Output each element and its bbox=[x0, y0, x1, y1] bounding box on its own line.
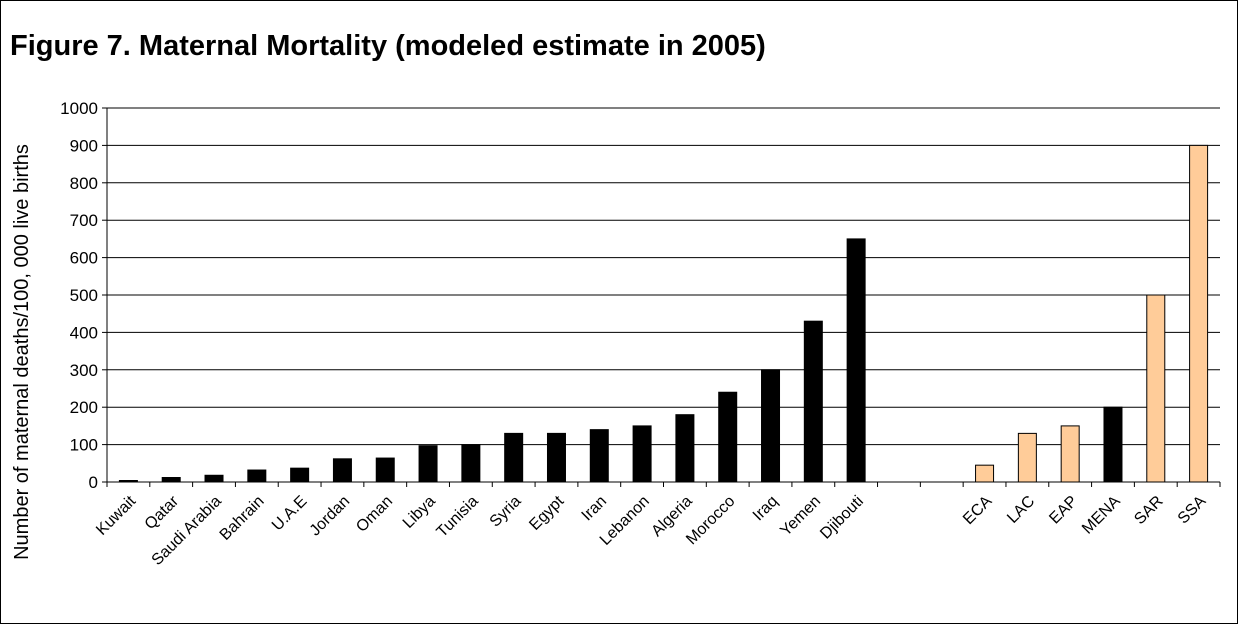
y-tick-label: 400 bbox=[70, 323, 98, 342]
x-tick-label: EAP bbox=[1046, 493, 1081, 528]
x-tick-label: Iraq bbox=[750, 493, 782, 525]
y-tick-labels: 0 100 200 300 400 500 600 700 800 900 1000 bbox=[60, 99, 98, 492]
x-tick-label: ECA bbox=[960, 493, 996, 529]
y-axis-label: Number of maternal deaths/100, 000 live … bbox=[11, 144, 33, 560]
bar-ssa bbox=[1189, 144, 1209, 483]
y-tick-label: 0 bbox=[89, 473, 98, 492]
x-tick-label: Syria bbox=[487, 493, 525, 531]
x-tick-label: Jordan bbox=[307, 493, 354, 540]
bar-mena bbox=[1103, 406, 1123, 483]
bar-yemen bbox=[803, 320, 823, 483]
y-tick-label: 300 bbox=[70, 361, 98, 380]
x-tick-label: Qatar bbox=[142, 492, 183, 533]
bar-iraq bbox=[761, 369, 781, 483]
bar-bahrain bbox=[247, 469, 267, 483]
bar-eca bbox=[975, 464, 995, 483]
bar-jordan bbox=[332, 458, 352, 483]
bar-iran bbox=[589, 429, 609, 483]
y-tick-label: 800 bbox=[70, 174, 98, 193]
bar-libya bbox=[418, 445, 438, 483]
y-tick-label: 600 bbox=[70, 249, 98, 268]
bars bbox=[118, 144, 1209, 483]
chart-title: Figure 7. Maternal Mortality (modeled es… bbox=[10, 30, 766, 62]
x-tick-label: Libya bbox=[400, 493, 439, 532]
bar-eap bbox=[1060, 425, 1080, 483]
x-tick-label: LAC bbox=[1004, 493, 1038, 527]
y-tick-label: 700 bbox=[70, 211, 98, 230]
bar-morocco bbox=[718, 391, 738, 483]
bar-algeria bbox=[675, 414, 695, 483]
bar-lac bbox=[1017, 432, 1037, 483]
bar-saudi-arabia bbox=[204, 474, 224, 483]
x-tick-label: Djibouti bbox=[817, 493, 867, 543]
y-tick-label: 1000 bbox=[60, 99, 98, 118]
x-tick-label: Iran bbox=[579, 493, 611, 525]
y-tick-label: 200 bbox=[70, 398, 98, 417]
x-tick-label: Tunisia bbox=[434, 493, 482, 541]
bar-sar bbox=[1146, 294, 1166, 483]
bar-syria bbox=[504, 432, 524, 483]
x-tick-label: SSA bbox=[1175, 493, 1210, 528]
x-tick-label: MENA bbox=[1079, 493, 1124, 538]
x-tick-label: U.A.E bbox=[269, 493, 311, 535]
gridlines bbox=[107, 107, 1220, 446]
bar-oman bbox=[375, 457, 395, 483]
bar-lebanon bbox=[632, 425, 652, 483]
x-tick-label: SAR bbox=[1131, 493, 1166, 528]
y-tick-label: 500 bbox=[70, 286, 98, 305]
axes bbox=[102, 107, 1221, 487]
bar-u-a-e bbox=[290, 467, 310, 483]
bar-egypt bbox=[546, 432, 566, 483]
x-tick-label: Yemen bbox=[777, 493, 824, 540]
x-tick-label: Kuwait bbox=[93, 492, 139, 538]
bar-qatar bbox=[161, 477, 181, 483]
x-tick-label: Egypt bbox=[526, 492, 567, 533]
x-tick-label: Bahrain bbox=[217, 493, 268, 544]
bar-tunisia bbox=[461, 444, 481, 483]
bar-djibouti bbox=[846, 238, 866, 483]
x-tick-label: Oman bbox=[353, 493, 396, 536]
y-tick-label: 900 bbox=[70, 136, 98, 155]
y-tick-label: 100 bbox=[70, 436, 98, 455]
